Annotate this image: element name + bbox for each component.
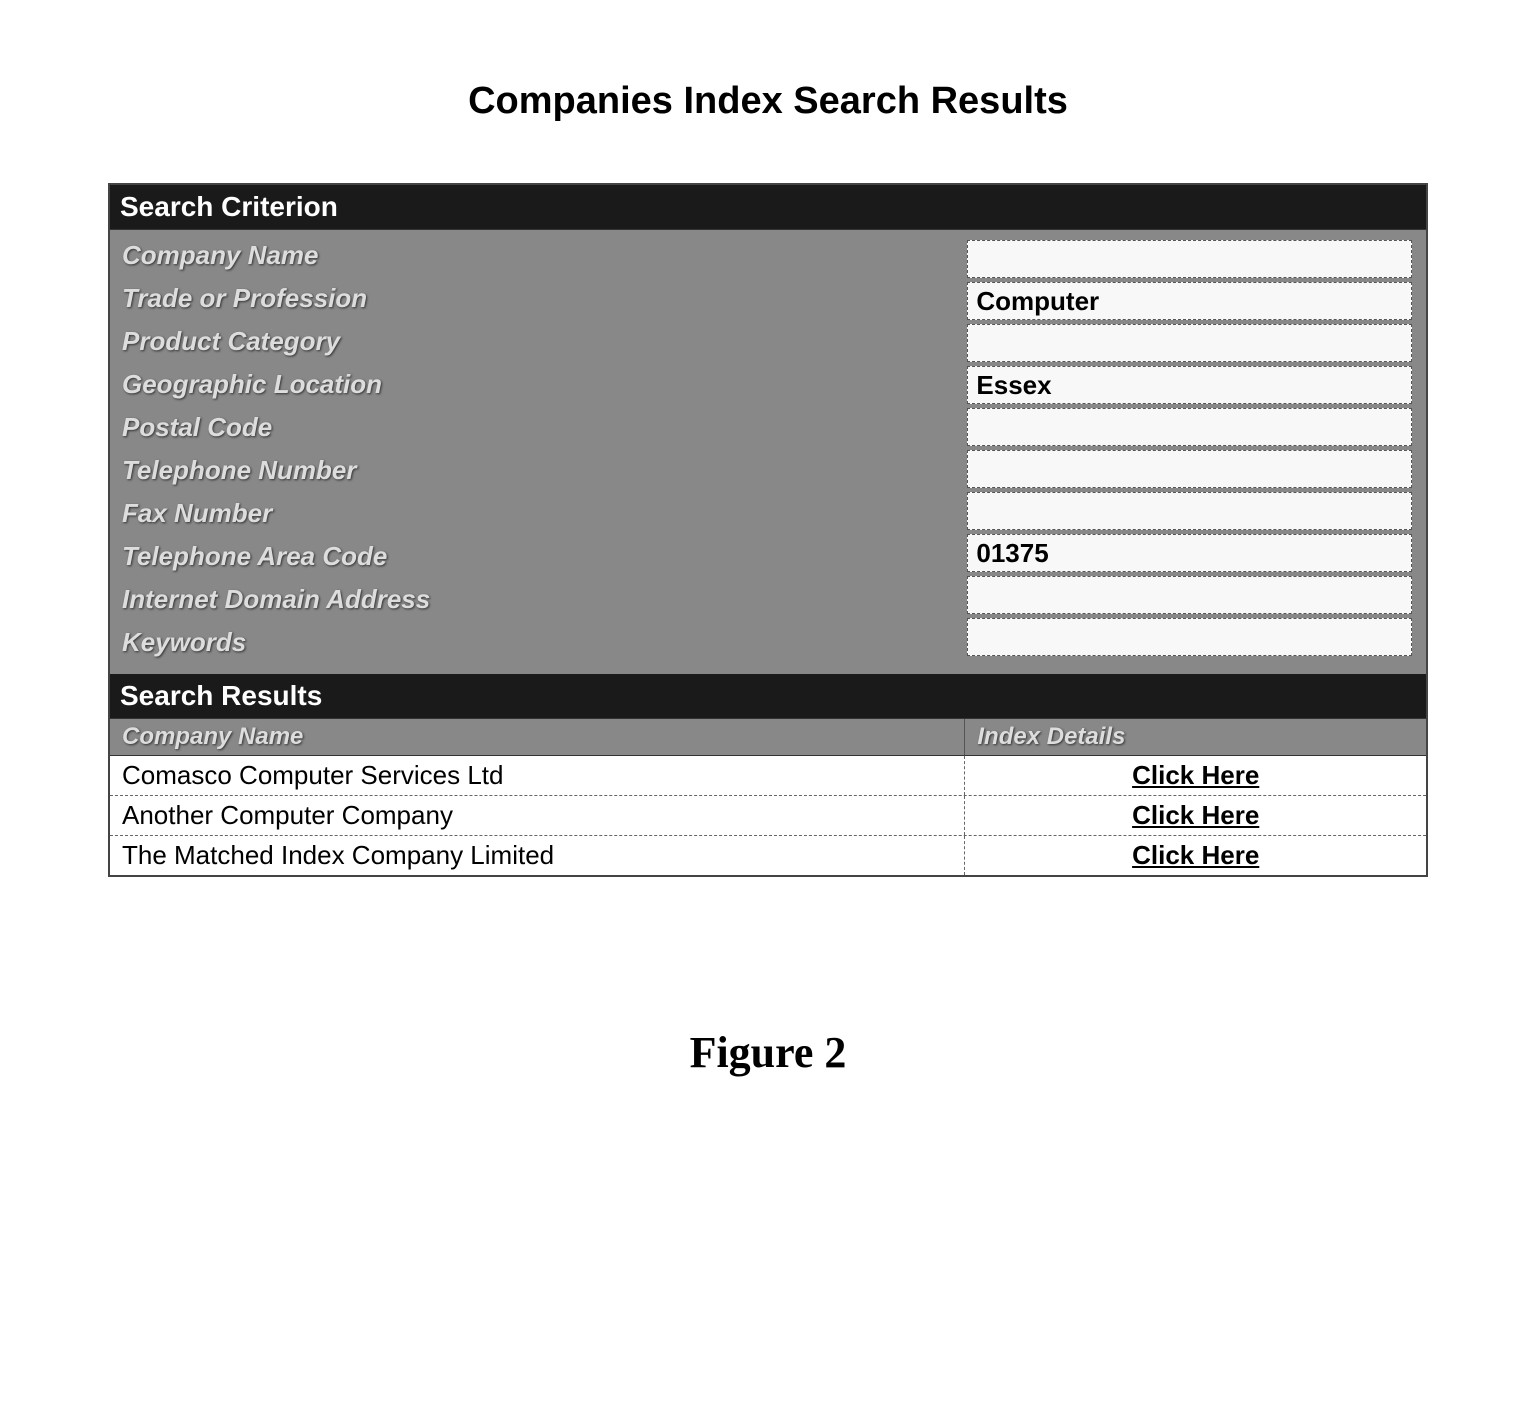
value-postal-code (967, 408, 1412, 446)
label-telephone-number: Telephone Number (110, 449, 965, 492)
label-geographic-location: Geographic Location (110, 363, 965, 406)
results-columns-row: Company Name Index Details (110, 719, 1426, 756)
page-title: Companies Index Search Results (100, 80, 1436, 123)
label-postal-code: Postal Code (110, 406, 965, 449)
click-here-link[interactable]: Click Here (965, 756, 1426, 795)
value-fax-number (967, 492, 1412, 530)
label-telephone-area-code: Telephone Area Code (110, 535, 965, 578)
value-telephone-area-code: 01375 (967, 534, 1412, 572)
criterion-labels-column: Company Name Trade or Profession Product… (110, 230, 965, 674)
criterion-body: Company Name Trade or Profession Product… (110, 230, 1426, 674)
result-company-name: Comasco Computer Services Ltd (110, 756, 965, 795)
criterion-values-column: Computer Essex 01375 (965, 230, 1426, 674)
table-row: Another Computer Company Click Here (110, 796, 1426, 836)
label-keywords: Keywords (110, 621, 965, 664)
value-product-category (967, 324, 1412, 362)
click-here-link[interactable]: Click Here (965, 836, 1426, 875)
value-keywords (967, 618, 1412, 656)
table-row: The Matched Index Company Limited Click … (110, 836, 1426, 875)
search-container: Search Criterion Company Name Trade or P… (108, 183, 1428, 877)
label-company-name: Company Name (110, 234, 965, 277)
column-header-details: Index Details (965, 719, 1426, 756)
criterion-header: Search Criterion (110, 185, 1426, 230)
label-trade-profession: Trade or Profession (110, 277, 965, 320)
result-company-name: Another Computer Company (110, 796, 965, 835)
label-internet-domain: Internet Domain Address (110, 578, 965, 621)
results-header: Search Results (110, 674, 1426, 719)
value-company-name (967, 240, 1412, 278)
value-telephone-number (967, 450, 1412, 488)
click-here-link[interactable]: Click Here (965, 796, 1426, 835)
result-company-name: The Matched Index Company Limited (110, 836, 965, 875)
label-product-category: Product Category (110, 320, 965, 363)
column-header-company: Company Name (110, 719, 965, 756)
value-internet-domain (967, 576, 1412, 614)
label-fax-number: Fax Number (110, 492, 965, 535)
figure-label: Figure 2 (100, 1027, 1436, 1078)
value-trade-profession: Computer (967, 282, 1412, 320)
value-geographic-location: Essex (967, 366, 1412, 404)
table-row: Comasco Computer Services Ltd Click Here (110, 756, 1426, 796)
